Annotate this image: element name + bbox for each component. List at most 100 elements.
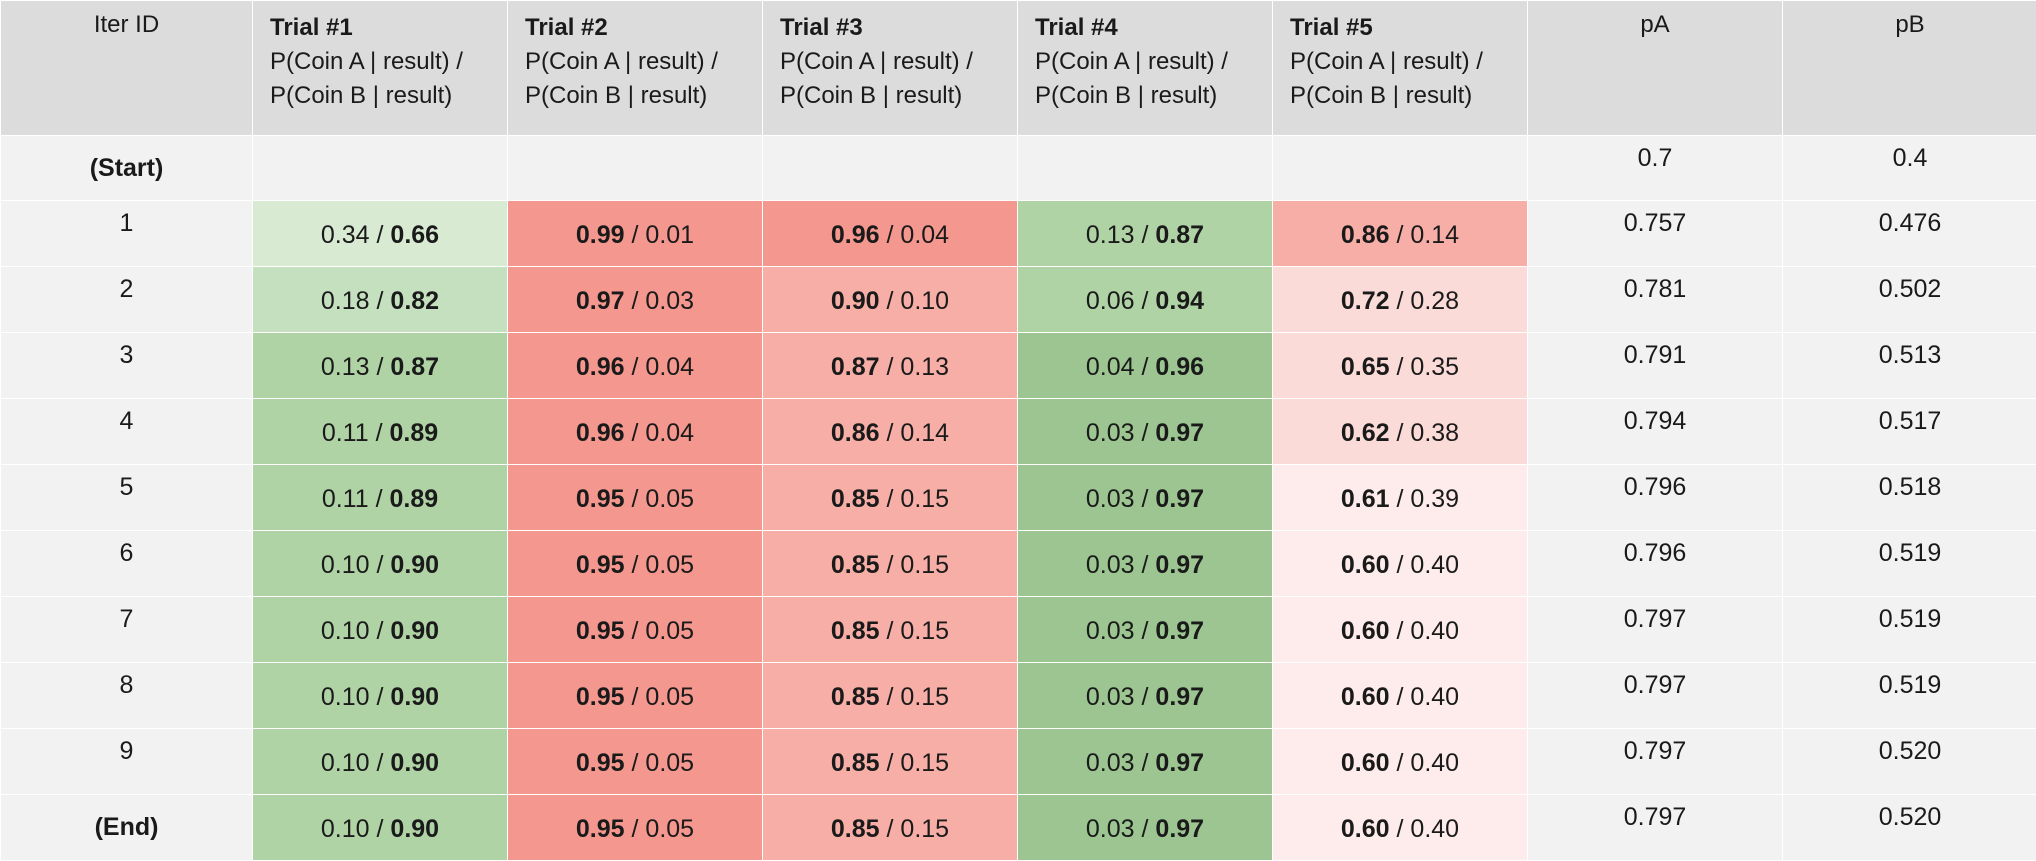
coin-b-probability: 0.28	[1410, 287, 1459, 315]
coin-b-probability: 0.15	[900, 683, 949, 711]
separator: /	[880, 683, 901, 711]
coin-b-probability: 0.97	[1155, 485, 1204, 513]
separator: /	[880, 485, 901, 513]
separator: /	[1135, 419, 1156, 447]
coin-a-probability: 0.04	[1086, 353, 1135, 381]
trial-subtitle-line-1: P(Coin A | result) /	[525, 45, 762, 79]
trial-subtitle-line-1: P(Coin A | result) /	[270, 45, 507, 79]
empty-cell	[763, 136, 1018, 201]
trial-4-probability-cell: 0.03 / 0.97	[1018, 795, 1273, 861]
trial-5-probability-cell: 0.86 / 0.14	[1273, 201, 1528, 267]
trial-2-probability-cell: 0.95 / 0.05	[508, 663, 763, 729]
trial-1-probability-cell: 0.10 / 0.90	[253, 663, 508, 729]
coin-b-probability: 0.04	[645, 419, 694, 447]
pb-value: 0.519	[1783, 597, 2036, 663]
row-id: 6	[1, 531, 253, 597]
coin-b-probability: 0.38	[1410, 419, 1459, 447]
row-id: (End)	[1, 795, 253, 861]
separator: /	[625, 419, 646, 447]
empty-cell	[1273, 136, 1528, 201]
coin-b-probability: 0.15	[900, 617, 949, 645]
coin-a-probability: 0.97	[576, 287, 625, 315]
pa-value: 0.794	[1528, 399, 1783, 465]
trial-3-probability-cell: 0.85 / 0.15	[763, 729, 1018, 795]
separator: /	[1135, 617, 1156, 645]
separator: /	[880, 353, 901, 381]
pb-value: 0.513	[1783, 333, 2036, 399]
row-id: 4	[1, 399, 253, 465]
coin-b-probability: 0.39	[1410, 485, 1459, 513]
coin-a-probability: 0.60	[1341, 749, 1390, 777]
trial-title: Trial #3	[780, 11, 1017, 45]
coin-b-probability: 0.97	[1155, 683, 1204, 711]
separator: /	[369, 485, 390, 513]
trial-1-probability-cell: 0.34 / 0.66	[253, 201, 508, 267]
trial-subtitle-line-2: P(Coin B | result)	[1290, 79, 1527, 113]
separator: /	[880, 815, 901, 843]
coin-b-probability: 0.97	[1155, 617, 1204, 645]
coin-b-probability: 0.40	[1410, 683, 1459, 711]
separator: /	[1390, 287, 1411, 315]
trial-4-probability-cell: 0.03 / 0.97	[1018, 663, 1273, 729]
header-iter-id: Iter ID	[1, 1, 253, 136]
separator: /	[1390, 551, 1411, 579]
trial-4-probability-cell: 0.04 / 0.96	[1018, 333, 1273, 399]
trial-3-probability-cell: 0.96 / 0.04	[763, 201, 1018, 267]
coin-a-probability: 0.95	[576, 617, 625, 645]
row-id: 1	[1, 201, 253, 267]
separator: /	[625, 683, 646, 711]
coin-a-probability: 0.18	[321, 287, 370, 315]
separator: /	[880, 551, 901, 579]
separator: /	[625, 617, 646, 645]
pb-value: 0.519	[1783, 531, 2036, 597]
coin-b-probability: 0.82	[390, 287, 439, 315]
coin-b-probability: 0.96	[1155, 353, 1204, 381]
trial-3-probability-cell: 0.85 / 0.15	[763, 465, 1018, 531]
trial-3-probability-cell: 0.85 / 0.15	[763, 531, 1018, 597]
pb-value: 0.519	[1783, 663, 2036, 729]
coin-a-probability: 0.03	[1086, 617, 1135, 645]
trial-4-probability-cell: 0.03 / 0.97	[1018, 465, 1273, 531]
trial-1-probability-cell: 0.11 / 0.89	[253, 465, 508, 531]
trial-2-probability-cell: 0.96 / 0.04	[508, 333, 763, 399]
pb-value: 0.518	[1783, 465, 2036, 531]
coin-a-probability: 0.90	[831, 287, 880, 315]
trial-5-probability-cell: 0.60 / 0.40	[1273, 795, 1528, 861]
row-id: 5	[1, 465, 253, 531]
coin-b-probability: 0.05	[645, 683, 694, 711]
coin-a-probability: 0.10	[321, 617, 370, 645]
separator: /	[369, 419, 390, 447]
trial-4-probability-cell: 0.03 / 0.97	[1018, 399, 1273, 465]
separator: /	[370, 353, 391, 381]
trial-1-probability-cell: 0.18 / 0.82	[253, 267, 508, 333]
empty-cell	[508, 136, 763, 201]
trial-4-probability-cell: 0.06 / 0.94	[1018, 267, 1273, 333]
pb-value: 0.476	[1783, 201, 2036, 267]
coin-a-probability: 0.95	[576, 815, 625, 843]
coin-b-probability: 0.90	[390, 749, 439, 777]
separator: /	[625, 485, 646, 513]
coin-b-probability: 0.66	[390, 221, 439, 249]
trial-2-probability-cell: 0.95 / 0.05	[508, 465, 763, 531]
coin-b-probability: 0.15	[900, 749, 949, 777]
trial-subtitle-line-1: P(Coin A | result) /	[780, 45, 1017, 79]
coin-a-probability: 0.61	[1341, 485, 1390, 513]
row-id: (Start)	[1, 136, 253, 201]
trial-1-probability-cell: 0.10 / 0.90	[253, 729, 508, 795]
trial-3-probability-cell: 0.85 / 0.15	[763, 597, 1018, 663]
separator: /	[370, 683, 391, 711]
coin-a-probability: 0.72	[1341, 287, 1390, 315]
trial-5-probability-cell: 0.60 / 0.40	[1273, 663, 1528, 729]
pa-value: 0.797	[1528, 729, 1783, 795]
row-id: 8	[1, 663, 253, 729]
coin-a-probability: 0.10	[321, 749, 370, 777]
trial-5-probability-cell: 0.61 / 0.39	[1273, 465, 1528, 531]
trial-2-probability-cell: 0.95 / 0.05	[508, 597, 763, 663]
trial-5-probability-cell: 0.60 / 0.40	[1273, 531, 1528, 597]
row-id: 9	[1, 729, 253, 795]
